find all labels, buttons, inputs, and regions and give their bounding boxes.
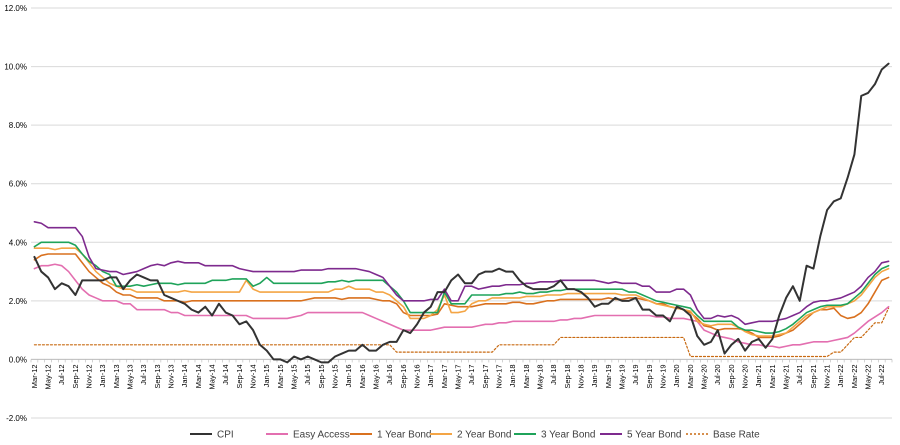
series-line-base-rate	[33, 307, 890, 358]
x-tick-label: Mar-12	[30, 364, 39, 388]
x-tick-label: Mar-18	[522, 364, 531, 388]
y-tick-label: 8.0%	[9, 121, 27, 130]
x-tick-label: Jan-16	[344, 364, 353, 387]
x-tick-label: Jul-21	[795, 364, 804, 384]
x-tick-label: May-15	[290, 364, 299, 389]
x-tick-label: Mar-13	[112, 364, 121, 388]
x-axis: Mar-12 May-12 Jul-12 Sep-12 Nov-12 Jan-13 Mar-…	[30, 359, 893, 389]
x-tick-label: Jul-13	[139, 364, 148, 384]
x-tick-label: May-21	[782, 364, 791, 389]
x-tick-label: Sep-14	[235, 364, 244, 388]
x-tick-label: Jul-20	[713, 364, 722, 384]
gridlines	[31, 7, 892, 419]
x-tick-label: Nov-21	[823, 364, 832, 388]
x-tick-label: Jul-15	[303, 364, 312, 384]
x-tick-label: Jan-22	[836, 364, 845, 387]
x-tick-label: Sep-15	[317, 364, 326, 388]
legend-label: Easy Access	[293, 430, 350, 441]
x-tick-label: May-20	[700, 364, 709, 389]
x-tick-label: Mar-16	[358, 364, 367, 388]
x-tick-label: Jan-19	[590, 364, 599, 387]
series-line-cpi	[33, 62, 890, 364]
series-line-3-year-bond	[33, 241, 890, 334]
x-tick-label: Mar-22	[850, 364, 859, 388]
x-tick-label: Nov-19	[659, 364, 668, 388]
y-tick-label: 10.0%	[4, 63, 27, 72]
x-tick-label: Nov-17	[495, 364, 504, 388]
y-tick-label: 2.0%	[9, 297, 27, 306]
x-tick-label: May-17	[454, 364, 463, 389]
x-tick-label: Nov-14	[249, 364, 258, 388]
x-tick-label: Mar-14	[194, 364, 203, 388]
x-tick-label: Jul-18	[549, 364, 558, 384]
series-lines	[33, 62, 890, 364]
legend-label: Base Rate	[713, 430, 760, 441]
legend-label: CPI	[217, 430, 234, 441]
x-tick-label: Sep-19	[645, 364, 654, 388]
y-tick-label: -2.0%	[6, 414, 27, 423]
y-tick-label: 12.0%	[4, 4, 27, 13]
x-tick-label: May-13	[126, 364, 135, 389]
x-tick-label: Jan-15	[262, 364, 271, 387]
x-tick-label: Jan-20	[672, 364, 681, 387]
legend-label: 3 Year Bond	[541, 430, 596, 441]
x-tick-label: Mar-17	[440, 364, 449, 388]
x-tick-label: May-16	[372, 364, 381, 389]
legend-label: 5 Year Bond	[627, 430, 682, 441]
x-tick-label: Nov-15	[331, 364, 340, 388]
x-tick-label: Sep-21	[809, 364, 818, 388]
series-line-5-year-bond	[33, 220, 890, 326]
x-tick-label: Jan-14	[180, 364, 189, 387]
x-tick-label: Mar-20	[686, 364, 695, 388]
legend-label: 2 Year Bond	[457, 430, 512, 441]
x-tick-label: Jul-16	[385, 364, 394, 384]
x-tick-label: Nov-20	[741, 364, 750, 388]
series-line-1-year-bond	[33, 253, 890, 339]
x-tick-label: Jul-17	[467, 364, 476, 384]
x-tick-label: Mar-15	[276, 364, 285, 388]
x-tick-label: May-12	[44, 364, 53, 389]
x-tick-label: Jan-21	[754, 364, 763, 387]
x-tick-label: Sep-12	[71, 364, 80, 388]
x-tick-label: Sep-17	[481, 364, 490, 388]
x-tick-label: Jul-14	[221, 364, 230, 384]
x-tick-label: May-22	[864, 364, 873, 389]
legend-label: 1 Year Bond	[377, 430, 432, 441]
x-tick-label: Sep-20	[727, 364, 736, 388]
x-tick-label: May-18	[536, 364, 545, 389]
y-tick-label: 6.0%	[9, 180, 27, 189]
y-axis: -2.0% 0.0% 2.0% 4.0% 6.0% 8.0% 10.0% 12.0%	[4, 4, 27, 423]
x-tick-label: May-14	[208, 364, 217, 389]
y-tick-label: 0.0%	[9, 355, 27, 364]
series-line-2-year-bond	[33, 247, 890, 337]
x-tick-label: Jan-18	[508, 364, 517, 387]
legend: CPI Easy Access 1 Year Bond 2 Year Bond 3 Ye…	[190, 430, 760, 441]
x-tick-label: Nov-18	[577, 364, 586, 388]
x-tick-label: May-19	[618, 364, 627, 389]
x-tick-label: Nov-12	[85, 364, 94, 388]
y-tick-label: 4.0%	[9, 238, 27, 247]
x-tick-label: Jan-13	[98, 364, 107, 387]
x-tick-label: Nov-13	[167, 364, 176, 388]
x-tick-label: Jul-12	[57, 364, 66, 384]
x-tick-label: Sep-13	[153, 364, 162, 388]
x-tick-label: Mar-19	[604, 364, 613, 388]
x-tick-label: Sep-16	[399, 364, 408, 388]
x-tick-label: Jan-17	[426, 364, 435, 387]
series-line-easy-access	[33, 263, 890, 349]
x-tick-label: Nov-16	[413, 364, 422, 388]
x-tick-label: Jul-19	[631, 364, 640, 384]
x-tick-label: Sep-18	[563, 364, 572, 388]
x-tick-label: Jul-22	[877, 364, 886, 384]
x-tick-label: Mar-21	[768, 364, 777, 388]
